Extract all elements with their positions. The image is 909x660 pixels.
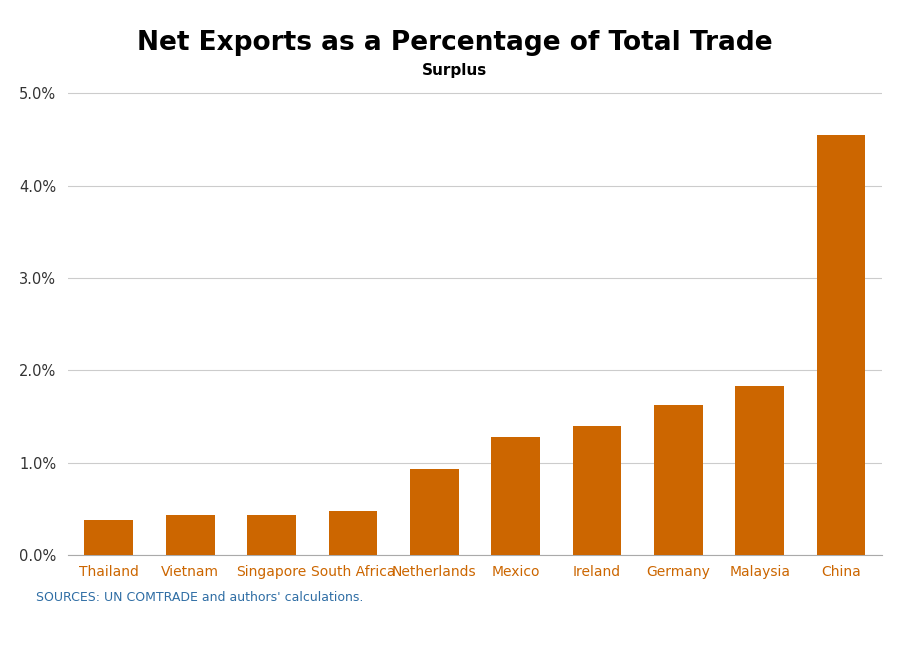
Text: SOURCES: UN COMTRADE and authors' calculations.: SOURCES: UN COMTRADE and authors' calcul… xyxy=(36,591,364,604)
Bar xyxy=(328,511,377,555)
Bar xyxy=(410,469,459,555)
Bar xyxy=(816,135,865,555)
Bar xyxy=(85,520,134,555)
Text: Federal Reserve Bank: Federal Reserve Bank xyxy=(23,630,214,647)
Text: of: of xyxy=(214,630,235,647)
Text: Surplus: Surplus xyxy=(422,63,487,78)
Bar xyxy=(165,515,215,555)
Text: St. Louis: St. Louis xyxy=(235,630,309,647)
Bar xyxy=(654,405,703,555)
Bar xyxy=(573,426,622,555)
Bar xyxy=(735,386,784,555)
Bar xyxy=(491,437,540,555)
Text: Net Exports as a Percentage of Total Trade: Net Exports as a Percentage of Total Tra… xyxy=(136,30,773,55)
Bar xyxy=(247,515,296,555)
